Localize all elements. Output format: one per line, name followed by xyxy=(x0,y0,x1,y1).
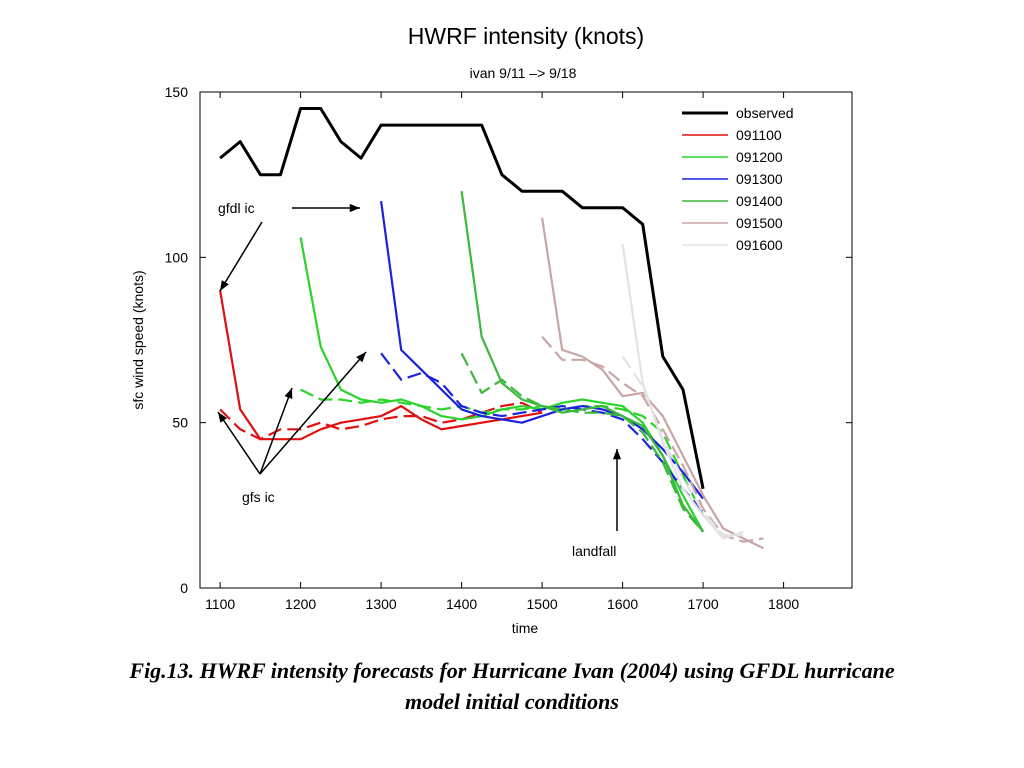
annotations: gfdl ic gfs ic landfall xyxy=(217,200,622,559)
x-axis-label: time xyxy=(512,620,539,636)
caption-line-2: model initial conditions xyxy=(405,689,619,714)
x-tick-label: 1600 xyxy=(607,596,638,612)
series-line-091300 xyxy=(380,200,704,500)
annotation-arrow-line xyxy=(217,411,261,475)
series-line-091400-dashed xyxy=(460,352,704,533)
annotation-arrowhead xyxy=(612,449,622,460)
y-tick-label: 100 xyxy=(165,249,189,265)
annotation-gfdl-ic: gfdl ic xyxy=(218,200,255,216)
legend-label: 091200 xyxy=(736,149,783,165)
legend: observed 091100 091200 091300 091400 091500 09… xyxy=(682,105,794,253)
annotation-arrows xyxy=(217,203,622,531)
annotation-arrow-line xyxy=(259,387,293,475)
x-tick-label: 1300 xyxy=(366,596,397,612)
legend-label: 091100 xyxy=(736,127,782,143)
annotation-arrowhead xyxy=(356,352,366,363)
annotation-arrowhead xyxy=(218,412,228,423)
annotation-arrowhead xyxy=(284,388,293,399)
legend-label: 091500 xyxy=(736,215,783,231)
x-tick-label: 1500 xyxy=(527,596,558,612)
series-line-091400 xyxy=(460,191,704,533)
series-line-observed xyxy=(219,107,705,490)
series-line-091100 xyxy=(219,290,543,441)
legend-label: observed xyxy=(736,105,794,121)
series-lines xyxy=(219,107,764,550)
series-line-091200-dashed xyxy=(300,388,705,516)
series-line-091300-dashed xyxy=(380,352,704,513)
plot-frame xyxy=(199,91,853,589)
annotation-gfs-ic: gfs ic xyxy=(242,489,275,505)
x-tick-label: 1200 xyxy=(285,596,316,612)
chart-title: HWRF intensity (knots) xyxy=(408,23,644,49)
figure-caption: Fig.13. HWRF intensity forecasts for Hur… xyxy=(40,655,984,717)
annotation-arrow-line xyxy=(219,221,263,292)
annotation-arrowhead xyxy=(349,203,360,213)
chart-subtitle: ivan 9/11 –> 9/18 xyxy=(470,65,577,81)
annotation-arrowhead xyxy=(220,280,229,291)
y-tick-label: 50 xyxy=(172,415,188,431)
x-tick-label: 1800 xyxy=(768,596,799,612)
y-axis: 0 50 100 150 xyxy=(165,84,852,596)
annotation-arrow-line xyxy=(259,351,367,475)
y-tick-label: 150 xyxy=(165,84,189,100)
y-axis-label: sfc wind speed (knots) xyxy=(130,270,146,409)
x-tick-label: 1100 xyxy=(205,596,235,612)
legend-label: 091600 xyxy=(736,237,783,253)
annotation-landfall: landfall xyxy=(572,543,616,559)
x-tick-label: 1700 xyxy=(688,596,719,612)
caption-line-1: Fig.13. HWRF intensity forecasts for Hur… xyxy=(129,658,895,683)
legend-label: 091300 xyxy=(736,171,783,187)
x-tick-label: 1400 xyxy=(446,596,477,612)
series-line-091600-dashed xyxy=(621,355,744,537)
series-line-091600 xyxy=(621,243,744,540)
x-axis: 1100 1200 1300 1400 1500 1600 1700 1800 xyxy=(205,92,799,612)
legend-label: 091400 xyxy=(736,193,783,209)
y-tick-label: 0 xyxy=(180,580,188,596)
series-line-091500 xyxy=(541,217,764,550)
